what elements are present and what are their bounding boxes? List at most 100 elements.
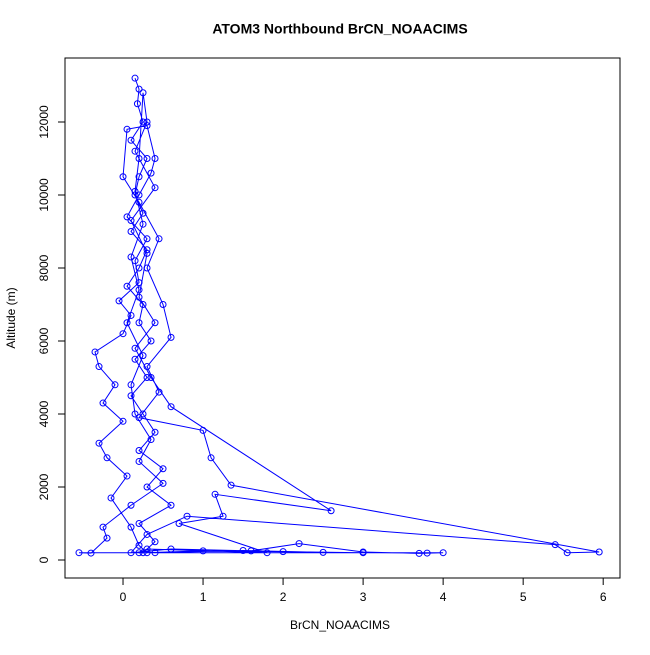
data-point [227, 481, 235, 489]
data-point [135, 279, 143, 287]
data-point [143, 549, 151, 557]
y-tick-label: 8000 [37, 254, 51, 281]
data-point [151, 154, 159, 162]
data-point [359, 548, 367, 556]
data-point [143, 249, 151, 257]
data-point [119, 330, 127, 338]
data-point [155, 388, 163, 396]
data-point [167, 403, 175, 411]
data-point [131, 344, 139, 352]
data-point [135, 173, 143, 181]
data-point [595, 548, 603, 556]
y-tick-label: 0 [37, 556, 51, 563]
data-point [151, 538, 159, 546]
data-line [78, 78, 600, 554]
data-point [123, 319, 131, 327]
data-point [91, 348, 99, 356]
data-point [139, 220, 147, 228]
data-point [207, 454, 215, 462]
data-point [143, 122, 151, 130]
data-point [143, 118, 151, 126]
data-point [139, 352, 147, 360]
data-point [295, 540, 303, 548]
data-point [127, 523, 135, 531]
data-point [151, 428, 159, 436]
data-point [135, 264, 143, 272]
data-point [95, 439, 103, 447]
data-point [439, 549, 447, 557]
data-point [211, 490, 219, 498]
data-point [135, 198, 143, 206]
data-point [263, 549, 271, 557]
data-point [131, 191, 139, 199]
x-tick-label: 2 [280, 590, 287, 604]
data-point [135, 414, 143, 422]
data-point [139, 549, 147, 557]
data-point [199, 547, 207, 555]
data-point [327, 507, 335, 515]
data-point [139, 410, 147, 418]
data-point [147, 373, 155, 381]
chart-title: ATOM3 Northbound BrCN_NOAACIMS [212, 21, 467, 37]
x-tick-label: 1 [200, 590, 207, 604]
data-point [123, 472, 131, 480]
data-point [135, 447, 143, 455]
data-point [319, 548, 327, 556]
data-point [159, 300, 167, 308]
data-point [159, 479, 167, 487]
data-point [131, 355, 139, 363]
y-tick-label: 6000 [37, 327, 51, 354]
data-point [143, 235, 151, 243]
x-tick-label: 6 [600, 590, 607, 604]
data-point [147, 436, 155, 444]
data-point [127, 381, 135, 389]
x-axis-label: BrCN_NOAACIMS [290, 618, 390, 632]
data-point [135, 85, 143, 93]
data-point [135, 319, 143, 327]
data-point [133, 100, 141, 108]
data-point [135, 549, 143, 557]
data-point [87, 549, 95, 557]
x-tick-label: 5 [520, 590, 527, 604]
data-point [219, 512, 227, 520]
data-point [175, 520, 183, 528]
data-point [155, 235, 163, 243]
y-tick-label: 12000 [37, 105, 51, 139]
data-point [135, 541, 143, 549]
data-point [107, 494, 115, 502]
data-point [123, 213, 131, 221]
y-tick-label: 4000 [37, 400, 51, 427]
y-tick-label: 2000 [37, 473, 51, 500]
data-point [151, 319, 159, 327]
data-point [143, 363, 151, 371]
plot-frame [64, 57, 621, 579]
data-point [119, 173, 127, 181]
data-point [111, 381, 119, 389]
data-point [139, 89, 147, 97]
data-point [127, 501, 135, 509]
x-tick-label: 3 [360, 590, 367, 604]
data-point [167, 545, 175, 553]
data-point [127, 392, 135, 400]
data-point [143, 530, 151, 538]
data-point [103, 454, 111, 462]
data-point [151, 549, 159, 557]
y-tick-label: 10000 [37, 178, 51, 212]
y-axis-label: Altitude (m) [4, 287, 18, 348]
data-point [135, 457, 143, 465]
data-point [131, 74, 139, 82]
data-point [143, 545, 151, 553]
data-point [123, 125, 131, 133]
data-point [239, 547, 247, 555]
data-point [199, 426, 207, 434]
data-point [143, 154, 151, 162]
data-point [143, 373, 151, 381]
data-point [423, 549, 431, 557]
data-point [279, 548, 287, 556]
data-point [119, 417, 127, 425]
data-point [131, 410, 139, 418]
data-point [247, 547, 255, 555]
data-point [75, 549, 83, 557]
data-point [115, 297, 123, 305]
data-point [139, 118, 147, 126]
